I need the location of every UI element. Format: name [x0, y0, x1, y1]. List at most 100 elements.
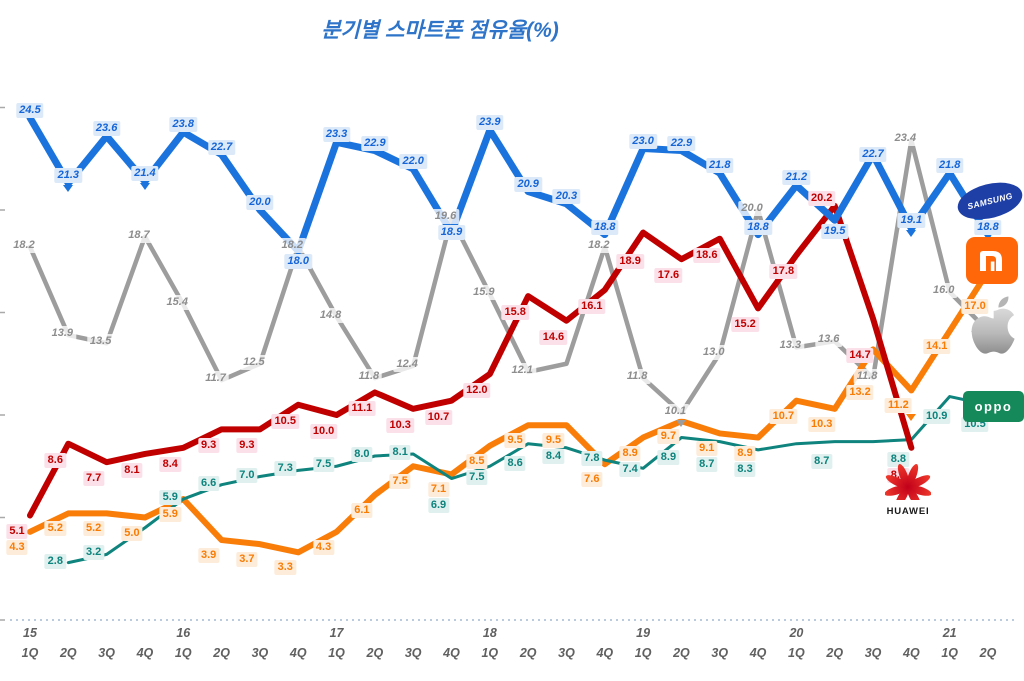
apple-logo-icon [966, 295, 1020, 355]
data-label-samsung-16-2Q: 22.7 [207, 139, 236, 155]
data-label-samsung-21-1Q: 21.8 [935, 158, 964, 174]
data-label-apple-20-2Q: 13.6 [815, 332, 843, 348]
data-label-oppo-15-3Q: 3.2 [82, 545, 105, 561]
x-tick-label-11: 4Q [443, 646, 460, 660]
data-label-oppo-20-4Q: 8.8 [887, 451, 910, 467]
data-label-samsung-18-2Q: 20.9 [514, 176, 542, 192]
data-label-huawei-20-3Q: 14.7 [846, 348, 874, 364]
data-label-oppo-18-2Q: 8.6 [504, 455, 526, 471]
series-line-oppo [66, 395, 990, 565]
data-label-xiaomi-20-1Q: 10.7 [769, 408, 798, 424]
data-label-oppo-16-3Q: 7.0 [236, 467, 258, 483]
data-label-oppo-19-1Q: 7.4 [619, 461, 641, 477]
data-label-huawei-20-1Q: 17.8 [769, 264, 798, 280]
data-label-huawei-19-1Q: 18.9 [616, 253, 644, 269]
data-label-samsung-18-4Q: 18.8 [591, 219, 619, 235]
data-label-samsung-18-3Q: 20.3 [552, 188, 581, 204]
data-label-huawei-18-1Q: 12.0 [463, 383, 491, 398]
oppo-logo: oppo [963, 391, 1024, 422]
data-label-huawei-18-4Q: 16.1 [578, 298, 606, 314]
data-label-samsung-20-4Q: 19.1 [897, 213, 926, 229]
data-label-xiaomi-17-1Q: 4.3 [312, 539, 335, 555]
x-tick-label-16: 1Q [634, 646, 652, 660]
data-label-xiaomi-19-3Q: 9.1 [696, 441, 718, 457]
data-label-xiaomi-15-2Q: 5.2 [44, 521, 66, 537]
samsung-logo-text: SAMSUNG [966, 190, 1014, 212]
data-label-samsung-18-1Q: 23.9 [476, 115, 504, 131]
huawei-logo: HUAWEI [882, 460, 934, 517]
x-tick-label-7: 4Q [289, 646, 307, 660]
data-label-huawei-16-4Q: 10.5 [271, 413, 299, 429]
data-label-samsung-19-1Q: 23.0 [629, 133, 657, 149]
data-label-oppo-18-4Q: 7.8 [581, 451, 603, 467]
dip-marker-icon-samsung [906, 230, 917, 238]
data-label-samsung-20-1Q: 21.2 [782, 170, 811, 186]
x-tick-label-6: 3Q [251, 646, 269, 660]
dip-marker-icon-apple [676, 419, 687, 427]
chart-title: 분기별 스마트폰 점유율(%) [321, 19, 559, 42]
x-tick-label-22: 3Q [864, 646, 882, 660]
data-label-huawei-16-2Q: 9.3 [197, 438, 220, 454]
data-label-samsung-16-4Q: 18.0 [284, 253, 312, 269]
x-tick-label-23: 4Q [903, 646, 920, 660]
data-label-apple-20-4Q: 23.4 [891, 131, 920, 147]
data-label-apple-15-2Q: 13.9 [48, 326, 77, 342]
series-line-samsung [26, 114, 992, 255]
dip-marker-icon-samsung [63, 185, 74, 193]
data-label-samsung-17-1Q: 23.3 [322, 127, 351, 143]
data-label-apple-15-1Q: 18.2 [10, 237, 38, 253]
data-label-huawei-15-2Q: 8.6 [44, 452, 66, 468]
data-label-xiaomi-16-1Q: 5.9 [159, 507, 181, 523]
x-tick-label-21: 2Q [826, 646, 844, 660]
x-tick-label-20: 1Q [788, 646, 805, 660]
data-label-samsung-17-3Q: 22.0 [399, 154, 427, 169]
data-label-xiaomi-18-3Q: 9.5 [542, 433, 565, 449]
data-label-oppo-16-1Q: 5.9 [159, 490, 181, 506]
x-year-label-15: 15 [23, 626, 37, 640]
data-label-xiaomi-20-2Q: 10.3 [808, 416, 836, 432]
data-label-xiaomi-15-1Q: 4.3 [6, 539, 28, 555]
data-label-samsung-20-2Q: 19.5 [821, 224, 849, 240]
data-label-xiaomi-17-4Q: 7.1 [427, 482, 450, 498]
data-label-xiaomi-19-2Q: 9.7 [657, 429, 680, 445]
data-label-oppo-19-2Q: 8.9 [657, 449, 680, 465]
data-label-oppo-21-1Q: 10.9 [922, 408, 951, 424]
data-label-huawei-17-2Q: 11.1 [348, 401, 376, 417]
x-tick-label-9: 2Q [366, 646, 384, 660]
data-label-samsung-15-1Q: 24.5 [16, 102, 44, 118]
x-tick-label-19: 4Q [749, 646, 767, 660]
apple-glyph-icon [971, 296, 1015, 354]
data-label-apple-20-1Q: 13.3 [776, 338, 805, 354]
data-label-xiaomi-17-3Q: 7.5 [389, 474, 411, 490]
data-label-oppo-17-3Q: 8.1 [389, 444, 411, 460]
data-label-huawei-15-4Q: 8.1 [121, 462, 143, 478]
data-label-oppo-19-4Q: 8.3 [734, 461, 756, 477]
data-label-samsung-19-4Q: 18.8 [744, 219, 772, 235]
x-tick-label-13: 2Q [519, 646, 537, 660]
data-label-oppo-18-1Q: 7.5 [466, 469, 488, 485]
data-label-apple-16-4Q: 18.2 [278, 237, 306, 253]
data-label-apple-19-1Q: 11.8 [623, 369, 651, 385]
data-label-huawei-20-2Q: 20.2 [808, 190, 836, 206]
x-tick-label-10: 3Q [404, 646, 422, 660]
data-label-xiaomi-19-4Q: 8.9 [734, 445, 756, 461]
oppo-logo-text: oppo [974, 399, 1013, 414]
data-label-huawei-17-1Q: 10.0 [309, 424, 338, 439]
data-label-samsung-20-3Q: 22.7 [859, 147, 887, 163]
data-label-oppo-20-2Q: 8.7 [811, 453, 833, 469]
data-label-apple-19-4Q: 20.0 [738, 201, 766, 216]
data-label-xiaomi-20-4Q: 11.2 [884, 398, 912, 414]
x-year-label-20: 20 [789, 626, 804, 640]
data-label-apple-16-1Q: 15.4 [163, 295, 191, 311]
data-label-samsung-17-2Q: 22.9 [361, 135, 389, 151]
data-label-apple-17-1Q: 14.8 [316, 307, 345, 323]
x-year-label-16: 16 [176, 626, 191, 640]
data-label-samsung-19-3Q: 21.8 [706, 158, 734, 174]
data-label-xiaomi-18-4Q: 7.6 [581, 472, 603, 488]
data-label-apple-20-3Q: 11.8 [853, 369, 881, 385]
x-tick-label-8: 1Q [328, 646, 345, 660]
x-tick-label-25: 2Q [979, 646, 997, 660]
data-label-huawei-18-3Q: 14.6 [539, 329, 568, 345]
